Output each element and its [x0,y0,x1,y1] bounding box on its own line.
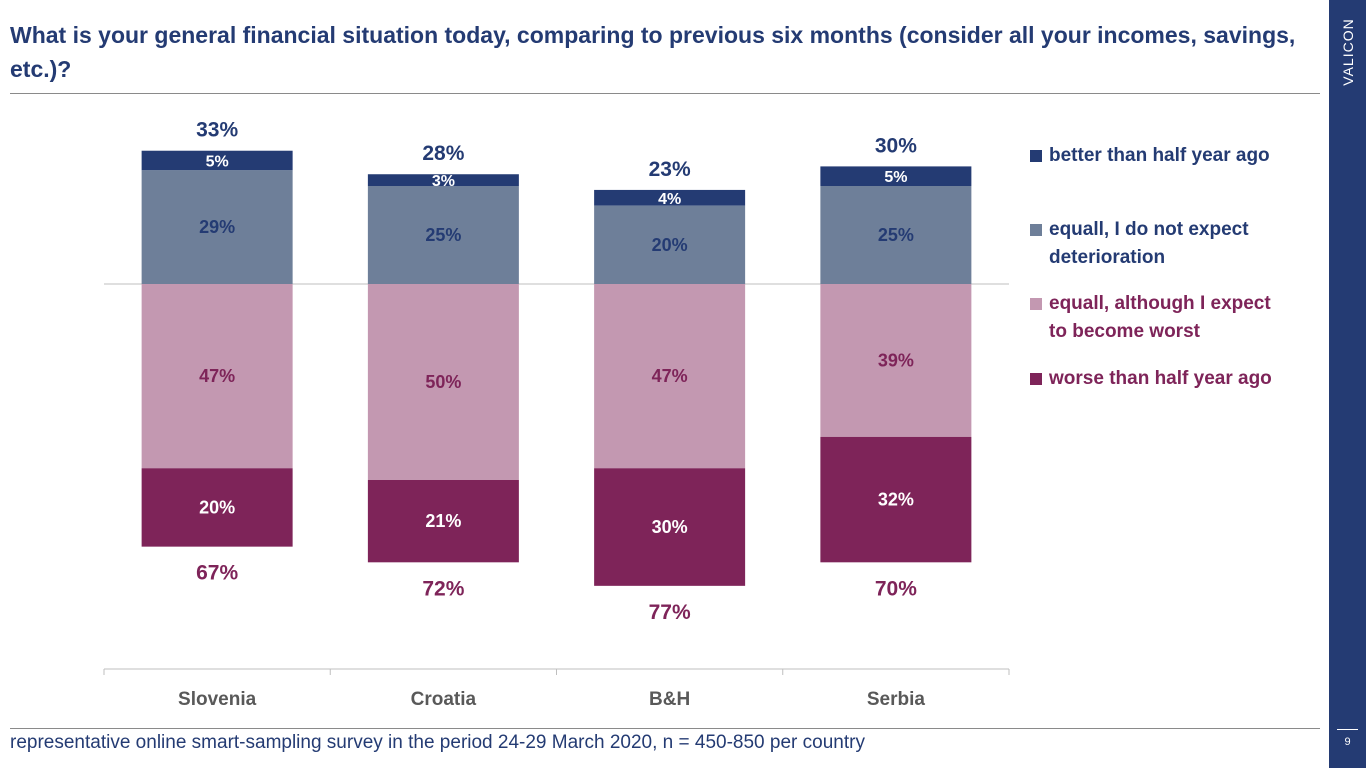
bar-segment [594,189,746,206]
legend-item-equal-worse: equall, although I expect to become wors… [1030,290,1280,346]
bar-segment [820,186,972,284]
negative-total-label: 72% [422,577,464,600]
bar-segment [367,284,519,480]
category-label: Croatia [411,689,477,710]
bar-segment [367,186,519,284]
bar-value-label: 25% [878,225,914,245]
footer-divider [10,728,1320,729]
positive-total-label: 28% [422,142,464,165]
category-label: Slovenia [178,689,257,710]
bar-value-label: 47% [199,366,235,386]
bar-segment [141,170,293,284]
survey-footnote: representative online smart-sampling sur… [10,732,865,753]
page-number: 9 [1344,736,1351,748]
negative-total-label: 67% [196,562,238,585]
positive-total-label: 23% [649,158,691,181]
brand-logo: VALICON [1329,0,1366,100]
bar-segment [141,150,293,171]
legend-item-equal-no-deterioration: equall, I do not expect deterioration [1030,216,1280,272]
positive-total-label: 30% [875,134,917,157]
bar-value-label: 32% [878,490,914,510]
legend-swatch [1030,373,1042,385]
brand-name: VALICON [1339,18,1356,86]
bar-value-label: 39% [878,350,914,370]
bar-value-label: 3% [432,173,455,190]
bar-value-label: 50% [425,372,461,392]
bar-value-label: 21% [425,511,461,531]
bar-value-label: 5% [206,154,229,171]
bar-value-label: 20% [199,497,235,517]
bar-segment [594,468,746,586]
bar-segment [594,284,746,469]
legend-label: equall, I do not expect deterioration [1049,219,1249,268]
bar-value-label: 30% [652,517,688,537]
legend-swatch [1030,298,1042,310]
bar-segment [594,205,746,284]
negative-total-label: 70% [875,577,917,600]
bar-value-label: 20% [652,235,688,255]
brand-sidebar [1329,0,1366,768]
bar-value-label: 25% [425,225,461,245]
bar-segment [820,166,972,186]
bar-segment [367,174,519,186]
legend-swatch [1030,150,1042,162]
negative-total-label: 77% [649,601,691,624]
legend-label: worse than half year ago [1049,368,1272,389]
bar-value-label: 47% [652,366,688,386]
sidebar-divider [1337,729,1358,730]
legend-item-worse: worse than half year ago [1030,365,1280,393]
legend-swatch [1030,224,1042,236]
bar-value-label: 4% [658,191,681,208]
positive-total-label: 33% [196,119,238,142]
bar-segment [820,284,972,437]
bar-segment [141,284,293,469]
bar-segment [141,468,293,547]
bar-value-label: 5% [884,169,907,186]
chart-title: What is your general financial situation… [10,22,1296,82]
category-label: B&H [649,689,690,710]
category-label: Serbia [867,689,926,710]
bar-value-label: 29% [199,217,235,237]
legend-label: equall, although I expect to become wors… [1049,293,1271,342]
title-divider [10,93,1320,94]
bar-segment [820,436,972,563]
legend-label: better than half year ago [1049,145,1270,166]
bar-segment [367,480,519,563]
legend-item-better: better than half year ago [1030,142,1280,170]
